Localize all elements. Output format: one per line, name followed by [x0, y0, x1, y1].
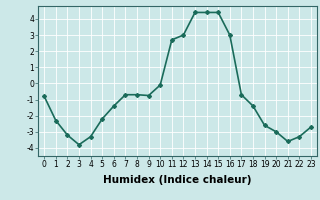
X-axis label: Humidex (Indice chaleur): Humidex (Indice chaleur): [103, 175, 252, 185]
